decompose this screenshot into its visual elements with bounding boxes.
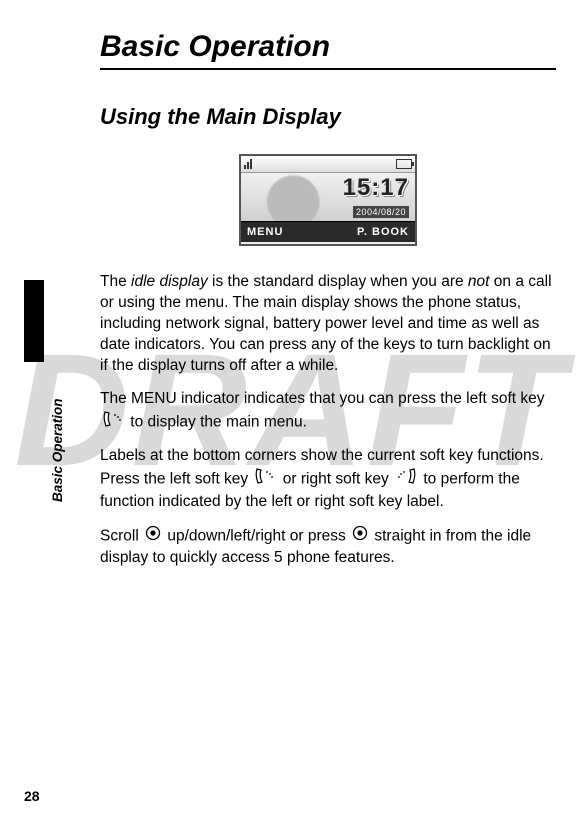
paragraph-4: Scroll up/down/left/right or press strai… — [100, 525, 556, 569]
phone-softkey-bar: MENU P. BOOK — [241, 221, 415, 242]
left-softkey-icon — [102, 410, 124, 435]
chapter-rule — [100, 68, 556, 70]
nav-key-icon — [145, 525, 161, 548]
phone-status-bar — [241, 156, 415, 173]
section-title: Using the Main Display — [100, 104, 556, 130]
phone-softkey-left: MENU — [247, 226, 283, 238]
paragraph-2: The MENU indicator indicates that you ca… — [100, 389, 556, 435]
paragraph-1: The idle display is the standard display… — [100, 272, 556, 377]
battery-icon — [396, 159, 412, 169]
chapter-title: Basic Operation — [100, 30, 556, 64]
phone-softkey-right: P. BOOK — [357, 226, 409, 238]
phone-display-illustration: 15:17 2004/08/20 MENU P. BOOK — [239, 154, 417, 246]
signal-icon — [244, 159, 256, 169]
right-softkey-icon — [395, 467, 417, 492]
phone-main-area: 15:17 2004/08/20 — [241, 173, 415, 221]
page-content: Basic Operation Using the Main Display 1… — [0, 0, 580, 820]
phone-time: 15:17 — [343, 174, 409, 202]
page-number: 28 — [24, 788, 40, 804]
paragraph-3: Labels at the bottom corners show the cu… — [100, 446, 556, 513]
left-softkey-icon — [254, 467, 276, 492]
nav-key-icon — [352, 525, 368, 548]
phone-date: 2004/08/20 — [353, 206, 409, 218]
